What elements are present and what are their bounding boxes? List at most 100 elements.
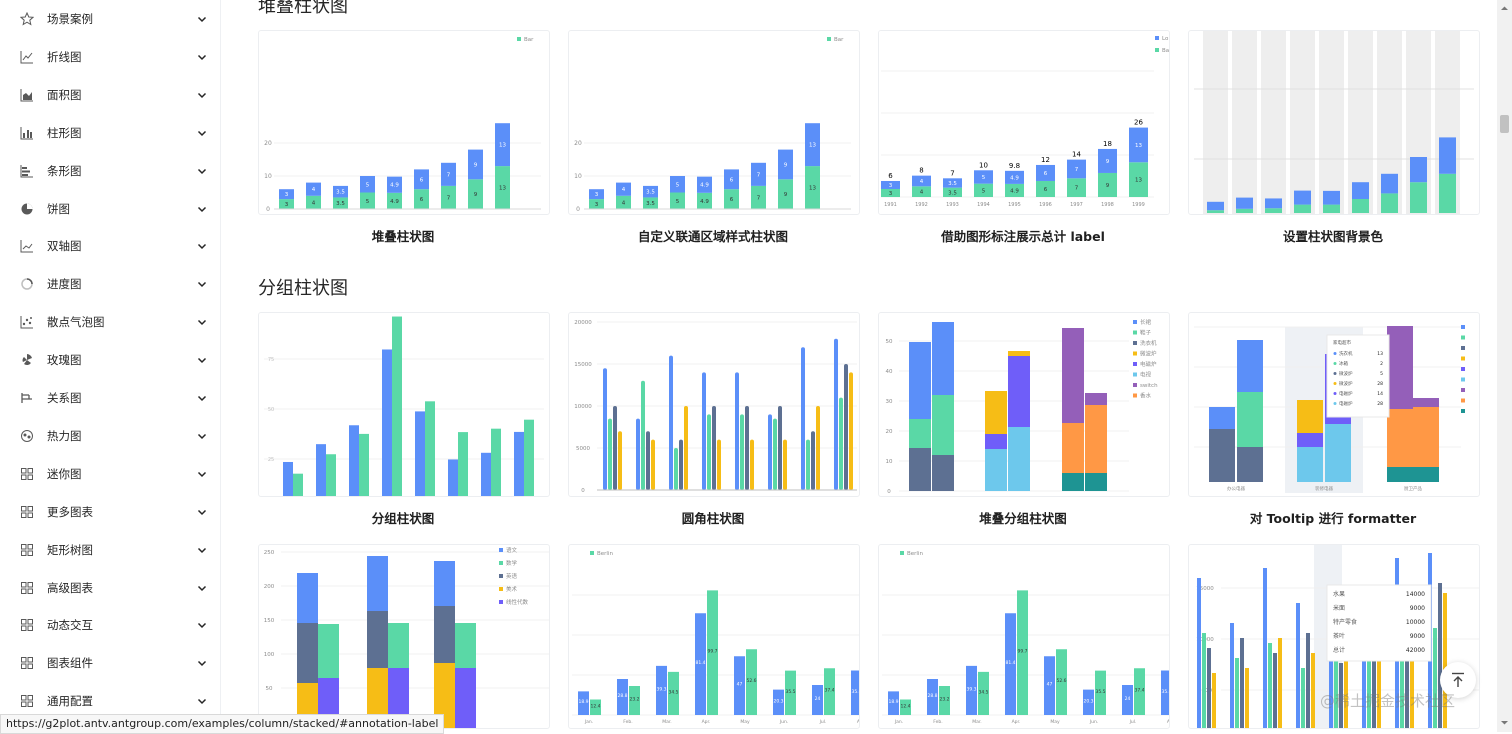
sidebar-item-15[interactable]: 高级图表 <box>0 569 220 607</box>
legend-label: 鞋子 <box>1140 329 1152 337</box>
data-label: 7 <box>447 172 451 178</box>
chevron-down-icon[interactable] <box>196 165 208 177</box>
chevron-down-icon[interactable] <box>196 619 208 631</box>
bar-segment <box>643 185 658 198</box>
chevron-down-icon[interactable] <box>196 127 208 139</box>
bar-segment <box>367 611 388 668</box>
chevron-down-icon[interactable] <box>196 278 208 290</box>
chart-card-8[interactable]: 50 100 150 200 250 语文 数学 英语 美术 线性代数 <box>258 544 550 729</box>
sidebar-item-7[interactable]: 进度图 <box>0 265 220 303</box>
sidebar-item-13[interactable]: 更多图表 <box>0 493 220 531</box>
chart-card-4[interactable]: 25 50 75 <box>258 312 550 497</box>
chevron-down-icon[interactable] <box>196 203 208 215</box>
sidebar-item-1[interactable]: 折线图 <box>0 38 220 76</box>
chart-card-title[interactable]: 设置柱状图背景色 <box>1282 229 1383 244</box>
chevron-down-icon[interactable] <box>196 392 208 404</box>
chart-card-title[interactable]: 分组柱状图 <box>371 511 435 526</box>
chevron-down-icon[interactable] <box>196 544 208 556</box>
chart-card-title[interactable]: 借助图形标注展示总计 label <box>941 229 1105 244</box>
sidebar-item-18[interactable]: 通用配置 <box>0 682 220 720</box>
sidebar-item-14[interactable]: 矩形树图 <box>0 531 220 569</box>
sidebar-item-3[interactable]: 柱形图 <box>0 114 220 152</box>
x-tick-label: 1995 <box>1008 202 1021 208</box>
bar-segment <box>1265 198 1282 209</box>
chevron-down-icon[interactable] <box>196 240 208 252</box>
bar <box>1339 663 1343 728</box>
chevron-down-icon[interactable] <box>196 316 208 328</box>
chart-card-5[interactable]: 0 5000 10000 15000 20000 <box>568 312 860 497</box>
sidebar-item-17[interactable]: 图表组件 <box>0 644 220 682</box>
sidebar-item-5[interactable]: 饼图 <box>0 190 220 228</box>
chevron-down-icon[interactable] <box>196 51 208 63</box>
chevron-down-icon[interactable] <box>196 506 208 518</box>
bar <box>326 454 336 496</box>
bar <box>1083 689 1094 715</box>
legend-marker <box>1461 346 1465 350</box>
chart-card-0[interactable]: Bar 0 10 20 3 3 4 4 3.5 3.5 5 5 4.9 4.9 6 6 7 7 9 9 13 13 <box>258 30 550 215</box>
chart-thumbnail <box>1194 31 1474 214</box>
chart-card-11[interactable]: 50001000015000水果14000米面9000特产零食10000茶叶90… <box>1188 544 1480 729</box>
sidebar-item-9[interactable]: 玫瑰图 <box>0 341 220 379</box>
chevron-down-icon[interactable] <box>196 582 208 594</box>
chart-card-2[interactable]: Lo Ba 3 3 6 1991 4 4 8 1992 3.5 3.5 7 1993 5 5 10 1994 4.9… <box>878 30 1170 215</box>
chevron-down-icon[interactable] <box>196 354 208 366</box>
tooltip-marker <box>1333 402 1337 405</box>
data-label: 9 <box>474 192 478 198</box>
chart-card-9[interactable]: Berlin 18.9 12.4 Jan. 28.8 23.2 Feb. 39.3 34.5 Ma… <box>568 544 860 729</box>
chart-card-1[interactable]: Bar 0 10 20 3 3 4 4 3.5 3.5 5 5 4.9 4.9 6 6 7 7 9 9 13 13 <box>568 30 860 215</box>
chart-card-6[interactable]: 0 10 20 30 40 50 长裙 鞋子 洗衣机 微波炉 电磁炉 电视 switch 香水 <box>878 312 1170 497</box>
sidebar-item-10[interactable]: 关系图 <box>0 379 220 417</box>
sidebar-item-6[interactable]: 双轴图 <box>0 227 220 265</box>
data-label: 39.3 <box>656 686 666 692</box>
sidebar-item-label: 热力图 <box>47 428 82 443</box>
chart-card-title[interactable]: 自定义联通区域样式柱状图 <box>637 229 788 244</box>
bar-segment <box>414 169 429 190</box>
chart-card-7[interactable]: 办公电器 装修电器 厨卫产品 家电超市 洗衣机 13 冰箱 2 微波炉 5 微波炉 28 电磁炉 14 电磁… <box>1188 312 1480 497</box>
legend-label: 香水 <box>1140 392 1152 400</box>
chart-card-10[interactable]: Berlin 18.9 12.4 Jan. 28.8 23.2 Feb. 39.3 34.5 Ma… <box>878 544 1170 729</box>
chevron-down-icon[interactable] <box>196 695 208 707</box>
bar-segment <box>1387 409 1413 467</box>
heatmap-icon <box>20 429 34 443</box>
sidebar-item-8[interactable]: 散点气泡图 <box>0 303 220 341</box>
chart-card-title[interactable]: 堆叠柱状图 <box>371 229 435 244</box>
chart-card-3[interactable] <box>1188 30 1480 215</box>
scroll-thumb[interactable] <box>1500 115 1509 133</box>
chevron-down-icon[interactable] <box>196 89 208 101</box>
y-tick-label: 25 <box>268 457 274 463</box>
bar <box>888 691 899 715</box>
chart-card-title[interactable]: 圆角柱状图 <box>681 511 745 526</box>
back-to-top-button[interactable] <box>1440 662 1476 698</box>
bar-segment <box>778 149 793 180</box>
chart-thumbnail: 0 5000 10000 15000 20000 <box>574 320 857 494</box>
chart-card-title[interactable]: 堆叠分组柱状图 <box>979 511 1067 526</box>
chevron-down-icon[interactable] <box>196 430 208 442</box>
sidebar-item-4[interactable]: 条形图 <box>0 152 220 190</box>
bar-segment <box>909 342 931 394</box>
bar-segment <box>974 170 993 184</box>
legend-label: Bar <box>834 37 844 43</box>
y-tick-label: 50 <box>268 407 274 413</box>
data-label: 13 <box>809 186 816 192</box>
page-scrollbar[interactable] <box>1497 0 1512 732</box>
chart-thumbnail: Bar 0 10 20 3 3 4 4 3.5 3.5 5 5 4.9 4.9 6 6 7 7 9 9 13 13 <box>574 37 851 213</box>
bar-segment <box>932 455 954 491</box>
sidebar-item-16[interactable]: 动态交互 <box>0 606 220 644</box>
chevron-down-icon[interactable] <box>196 468 208 480</box>
chevron-down-icon[interactable] <box>196 657 208 669</box>
bar <box>1296 603 1300 728</box>
sidebar-item-11[interactable]: 热力图 <box>0 417 220 455</box>
chart-card-title[interactable]: 对 Tooltip 进行 formatter <box>1249 511 1417 526</box>
x-tick-label: 1994 <box>977 202 990 208</box>
sidebar-item-0[interactable]: 场景案例 <box>0 0 220 38</box>
chevron-down-icon[interactable] <box>196 13 208 25</box>
sidebar-item-12[interactable]: 迷你图 <box>0 455 220 493</box>
bar-segment <box>1410 157 1427 183</box>
bar-segment <box>985 434 1007 449</box>
scroll-up-icon[interactable] <box>1500 4 1509 13</box>
scroll-down-icon[interactable] <box>1500 718 1509 727</box>
bar-segment <box>751 162 766 186</box>
y-tick-label: 0 <box>266 206 270 213</box>
sidebar-item-2[interactable]: 面积图 <box>0 76 220 114</box>
